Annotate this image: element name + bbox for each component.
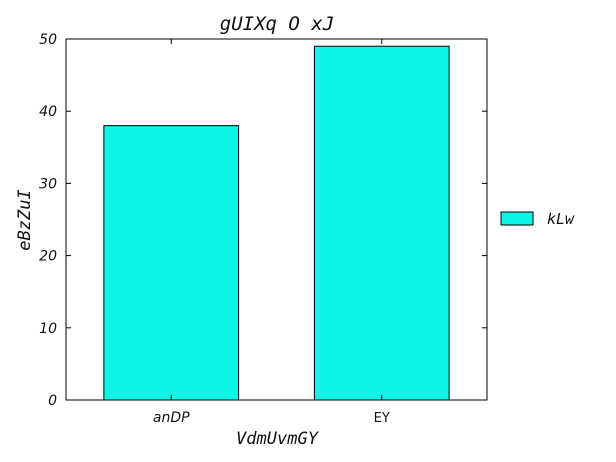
y-axis-label: eBzZuI (15, 189, 35, 250)
x-tick-label: EY (374, 411, 390, 426)
legend: kLw (500, 210, 575, 228)
y-tick-label: 30 (39, 176, 57, 192)
y-tick-label: 40 (39, 104, 57, 120)
bar-ey (313, 45, 450, 401)
legend-swatch (500, 211, 534, 226)
plot-area-frame (65, 38, 488, 401)
x-axis: anDP EY (153, 39, 390, 426)
x-tick-label: anDP (153, 410, 190, 426)
chart-title: gUIXq O xJ (220, 13, 334, 35)
x-axis-label: VdmUvmGY (236, 429, 320, 449)
y-tick-label: 20 (39, 249, 57, 265)
y-axis: 0 10 20 30 40 50 (39, 32, 487, 409)
legend-label: kLw (547, 210, 575, 228)
bars-group (103, 45, 450, 401)
bar-andp (103, 125, 240, 401)
y-tick-label: 50 (39, 32, 57, 48)
y-tick-label: 10 (39, 321, 57, 337)
y-tick-label: 0 (48, 393, 57, 409)
